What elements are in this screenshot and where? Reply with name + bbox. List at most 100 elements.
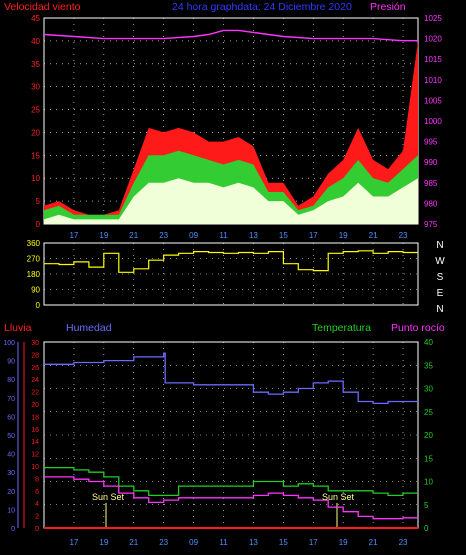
chart-title: 24 hora graphdata: 24 Diciembre 2020 xyxy=(172,1,352,13)
humidity-tick-label: 40 xyxy=(7,452,15,459)
humidity-tick-label: 0 xyxy=(11,526,15,533)
pressure-axis-title: Presión xyxy=(370,1,406,13)
rain-tick-label: 22 xyxy=(31,390,39,397)
wind-speed-tick-label: 25 xyxy=(31,106,40,115)
humidity-x-tick-label: 17 xyxy=(309,538,318,547)
temperature-tick-label: 15 xyxy=(424,454,433,463)
wind-speed-tick-label: 40 xyxy=(31,37,40,46)
rain-tick-label: 16 xyxy=(31,427,39,434)
temperature-line xyxy=(44,466,418,497)
humidity-tick-label: 90 xyxy=(7,359,15,366)
temperature-tick-label: 20 xyxy=(424,431,433,440)
direction-tick-label: 0 xyxy=(36,301,41,310)
rain-tick-label: 26 xyxy=(31,365,39,372)
wind-x-tick-label: 23 xyxy=(399,231,408,240)
wind-x-tick-label: 09 xyxy=(189,231,198,240)
humidity-x-tick-label: 13 xyxy=(249,538,258,547)
compass-label: E xyxy=(437,288,444,299)
wind-axis-title: Velocidad viento xyxy=(4,1,81,13)
humidity-axis-title: Humedad xyxy=(66,322,112,334)
humidity-tick-label: 30 xyxy=(7,470,15,477)
wind-x-tick-label: 19 xyxy=(99,231,108,240)
humidity-x-tick-label: 23 xyxy=(399,538,408,547)
humidity-x-tick-label: 09 xyxy=(189,538,198,547)
direction-tick-label: 270 xyxy=(27,255,41,264)
humidity-tick-label: 100 xyxy=(3,340,15,347)
wind-x-tick-label: 17 xyxy=(69,231,78,240)
compass-label: N xyxy=(436,304,443,315)
wind-speed-tick-label: 20 xyxy=(31,128,40,137)
temperature-tick-label: 25 xyxy=(424,408,433,417)
pressure-tick-label: 990 xyxy=(424,158,438,167)
pressure-tick-label: 985 xyxy=(424,179,438,188)
humidity-x-tick-label: 19 xyxy=(99,538,108,547)
low-wind-area xyxy=(44,178,418,224)
rain-tick-label: 18 xyxy=(31,414,39,421)
direction-tick-label: 360 xyxy=(27,239,41,248)
compass-label: W xyxy=(435,256,445,267)
wind-x-tick-label: 19 xyxy=(339,231,348,240)
rain-axis-title: Lluvia xyxy=(4,322,32,334)
wind-x-tick-label: 23 xyxy=(159,231,168,240)
humidity-x-tick-label: 21 xyxy=(129,538,138,547)
humidity-x-tick-label: 19 xyxy=(339,538,348,547)
humidity-tick-label: 60 xyxy=(7,414,15,421)
pressure-tick-label: 1015 xyxy=(424,55,442,64)
humidity-x-tick-label: 23 xyxy=(159,538,168,547)
humidity-tick-label: 50 xyxy=(7,433,15,440)
wind-speed-tick-label: 35 xyxy=(31,60,40,69)
humidity-x-tick-label: 17 xyxy=(69,538,78,547)
humidity-temperature-panel: 0102030405060708090100024681012141618202… xyxy=(3,338,433,547)
wind-speed-tick-label: 45 xyxy=(31,14,40,23)
wind-x-tick-label: 11 xyxy=(219,231,228,240)
rain-tick-label: 28 xyxy=(31,352,39,359)
wind-speed-tick-label: 5 xyxy=(36,197,41,206)
pressure-line xyxy=(43,29,418,42)
wind-x-tick-label: 17 xyxy=(309,231,318,240)
rain-tick-label: 20 xyxy=(31,402,39,409)
wind-x-tick-label: 21 xyxy=(369,231,378,240)
temperature-tick-label: 35 xyxy=(424,361,433,370)
dewpoint-axis-title: Punto rocío xyxy=(391,322,445,334)
humidity-tick-label: 10 xyxy=(7,507,15,514)
humidity-tick-label: 70 xyxy=(7,396,15,403)
direction-line xyxy=(44,250,418,273)
wind-x-tick-label: 21 xyxy=(129,231,138,240)
humidity-tick-label: 20 xyxy=(7,489,15,496)
pressure-tick-label: 1000 xyxy=(424,117,442,126)
direction-tick-label: 90 xyxy=(31,286,40,295)
rain-tick-label: 24 xyxy=(31,377,39,384)
rain-tick-label: 10 xyxy=(31,464,39,471)
temperature-tick-label: 10 xyxy=(424,478,433,487)
rain-tick-label: 2 xyxy=(35,514,39,521)
humidity-tick-label: 80 xyxy=(7,377,15,384)
rain-tick-label: 12 xyxy=(31,452,39,459)
temperature-tick-label: 0 xyxy=(424,524,429,533)
temperature-tick-label: 30 xyxy=(424,385,433,394)
wind-speed-tick-label: 30 xyxy=(31,83,40,92)
humidity-line xyxy=(44,352,418,405)
pressure-tick-label: 1025 xyxy=(424,14,442,23)
pressure-tick-label: 975 xyxy=(424,220,438,229)
pressure-tick-label: 1005 xyxy=(424,96,442,105)
rain-tick-label: 8 xyxy=(35,476,39,483)
compass-label: S xyxy=(437,272,444,283)
pressure-tick-label: 980 xyxy=(424,199,438,208)
temperature-axis-title: Temperatura xyxy=(312,322,371,334)
temperature-tick-label: 5 xyxy=(424,501,429,510)
sunset-label-2: Sun Set xyxy=(322,492,355,502)
wind-speed-tick-label: 0 xyxy=(36,220,41,229)
compass-label: N xyxy=(436,240,443,251)
wind-speed-tick-label: 15 xyxy=(31,151,40,160)
temperature-tick-label: 40 xyxy=(424,338,433,347)
rain-tick-label: 30 xyxy=(31,340,39,347)
humidity-x-tick-label: 21 xyxy=(369,538,378,547)
wind-x-tick-label: 15 xyxy=(279,231,288,240)
pressure-tick-label: 1020 xyxy=(424,35,442,44)
pressure-tick-label: 995 xyxy=(424,138,438,147)
rain-tick-label: 6 xyxy=(35,489,39,496)
sunset-label-1: Sun Set xyxy=(92,492,125,502)
